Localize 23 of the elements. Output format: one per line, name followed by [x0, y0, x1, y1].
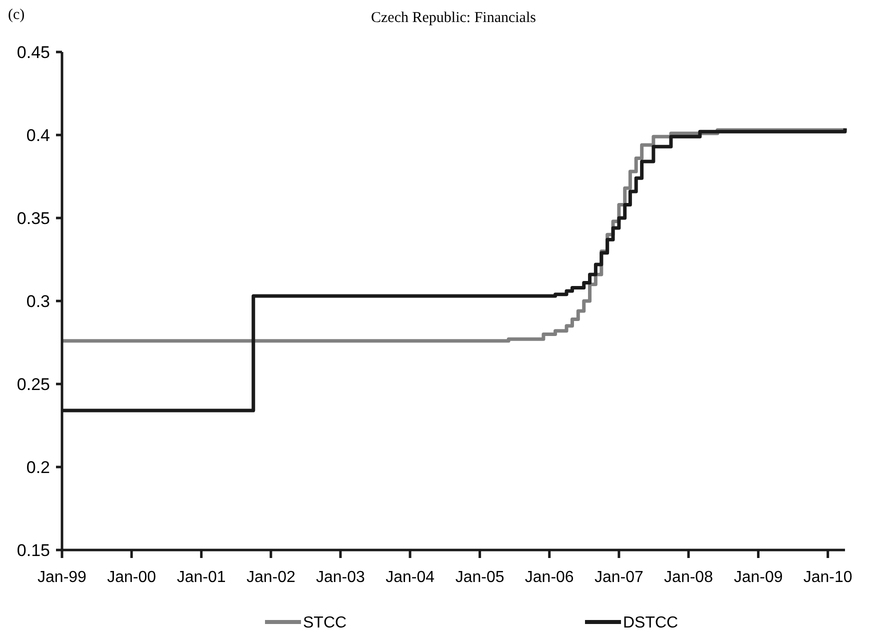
- legend-label: STCC: [303, 614, 347, 632]
- x-tick-label: Jan-09: [734, 569, 783, 586]
- x-tick-label: Jan-05: [455, 569, 504, 586]
- y-tick-label: 0.45: [16, 42, 50, 62]
- x-tick-label: Jan-10: [803, 569, 852, 586]
- y-tick-label: 0.3: [26, 292, 50, 311]
- chart-title: Czech Republic: Financials: [371, 10, 536, 26]
- y-tick-label: 0.2: [26, 458, 50, 477]
- x-tick-label: Jan-02: [246, 569, 296, 586]
- x-tick-label: Jan-08: [664, 569, 714, 586]
- x-tick-label: Jan-00: [107, 569, 156, 586]
- y-tick-label: 0.25: [16, 374, 50, 394]
- y-tick-label: 0.15: [16, 540, 50, 560]
- x-tick-label: Jan-07: [594, 569, 644, 586]
- text: (c): [8, 7, 25, 23]
- x-tick-label: Jan-04: [386, 569, 435, 586]
- y-tick-label: 0.4: [26, 126, 50, 145]
- y-tick-label: 0.35: [16, 208, 50, 228]
- legend-label: DSTCC: [623, 614, 678, 632]
- x-tick-label: Jan-03: [316, 569, 366, 586]
- x-tick-label: Jan-99: [38, 569, 87, 586]
- x-tick-label: Jan-06: [524, 569, 574, 586]
- x-tick-label: Jan-01: [176, 569, 226, 586]
